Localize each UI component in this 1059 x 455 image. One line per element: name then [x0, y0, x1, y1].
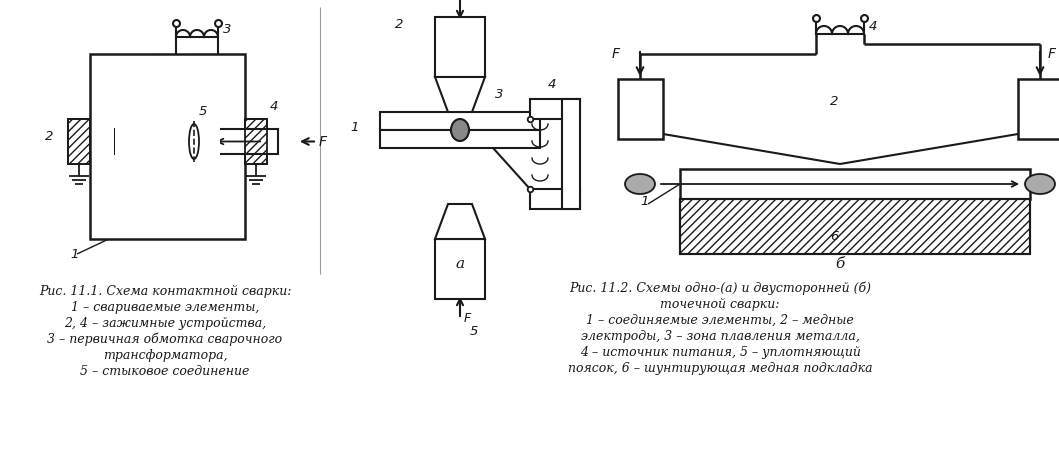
Text: 4 – источник питания, 5 – уплотняющий: 4 – источник питания, 5 – уплотняющий: [579, 345, 860, 358]
Bar: [245, 120, 267, 165]
Bar: [68, 120, 90, 165]
Polygon shape: [435, 205, 485, 239]
Ellipse shape: [189, 125, 199, 160]
Text: 1 – свариваемые элементы,: 1 – свариваемые элементы,: [71, 300, 259, 313]
Text: 6: 6: [830, 229, 839, 243]
Bar: [245, 120, 267, 165]
Bar: [680, 200, 1030, 254]
Ellipse shape: [1025, 175, 1055, 195]
Bar: [530, 100, 580, 120]
Bar: [90, 55, 245, 239]
Text: а: а: [455, 257, 465, 270]
Bar: [530, 190, 580, 210]
Text: 3: 3: [223, 23, 231, 36]
Bar: [1018, 80, 1059, 140]
Polygon shape: [435, 78, 485, 113]
Text: 2, 4 – зажимные устройства,: 2, 4 – зажимные устройства,: [64, 316, 266, 329]
Text: 2: 2: [44, 130, 53, 143]
Text: 4: 4: [869, 20, 877, 33]
Bar: [435, 239, 485, 299]
Ellipse shape: [451, 120, 469, 142]
Bar: [618, 80, 663, 140]
Text: 1: 1: [70, 248, 78, 260]
Bar: [435, 18, 485, 78]
Text: точечной сварки:: точечной сварки:: [660, 298, 779, 310]
Bar: [68, 120, 90, 165]
Text: F: F: [464, 311, 471, 324]
Text: 5 – стыковое соединение: 5 – стыковое соединение: [80, 364, 250, 377]
Text: поясок, 6 – шунтирующая медная подкладка: поясок, 6 – шунтирующая медная подкладка: [568, 361, 873, 374]
Text: 1 – соединяемые элементы, 2 – медные: 1 – соединяемые элементы, 2 – медные: [586, 313, 854, 326]
Bar: [115, 130, 190, 155]
Text: 4: 4: [270, 100, 279, 113]
Text: б: б: [836, 257, 845, 270]
Bar: [680, 200, 1030, 254]
Text: электроды, 3 – зона плавления металла,: электроды, 3 – зона плавления металла,: [580, 329, 860, 342]
Text: трансформатора,: трансформатора,: [103, 348, 228, 361]
Bar: [380, 113, 540, 131]
Text: F: F: [612, 47, 620, 61]
Text: F: F: [319, 135, 327, 149]
Bar: [198, 130, 279, 155]
Bar: [115, 80, 220, 214]
Text: 3 – первичная обмотка сварочного: 3 – первичная обмотка сварочного: [48, 332, 283, 345]
Text: 4: 4: [548, 78, 556, 91]
Text: Рис. 11.1. Схема контактной сварки:: Рис. 11.1. Схема контактной сварки:: [39, 284, 291, 298]
Ellipse shape: [625, 175, 656, 195]
Bar: [680, 170, 1030, 200]
Text: 2: 2: [395, 18, 403, 31]
Bar: [680, 200, 1030, 254]
Text: 5: 5: [199, 105, 208, 118]
Bar: [245, 120, 267, 165]
Text: 1: 1: [351, 121, 358, 134]
Text: Рис. 11.2. Схемы одно-(а) и двусторонней (б): Рис. 11.2. Схемы одно-(а) и двусторонней…: [569, 281, 870, 294]
Text: 2: 2: [830, 95, 839, 108]
Bar: [68, 120, 90, 165]
Text: 3: 3: [495, 88, 503, 101]
Bar: [562, 100, 580, 210]
Bar: [680, 200, 1030, 254]
Text: F: F: [1048, 47, 1056, 61]
Bar: [380, 131, 540, 149]
Text: 1: 1: [640, 195, 648, 207]
Text: 5: 5: [470, 324, 479, 337]
